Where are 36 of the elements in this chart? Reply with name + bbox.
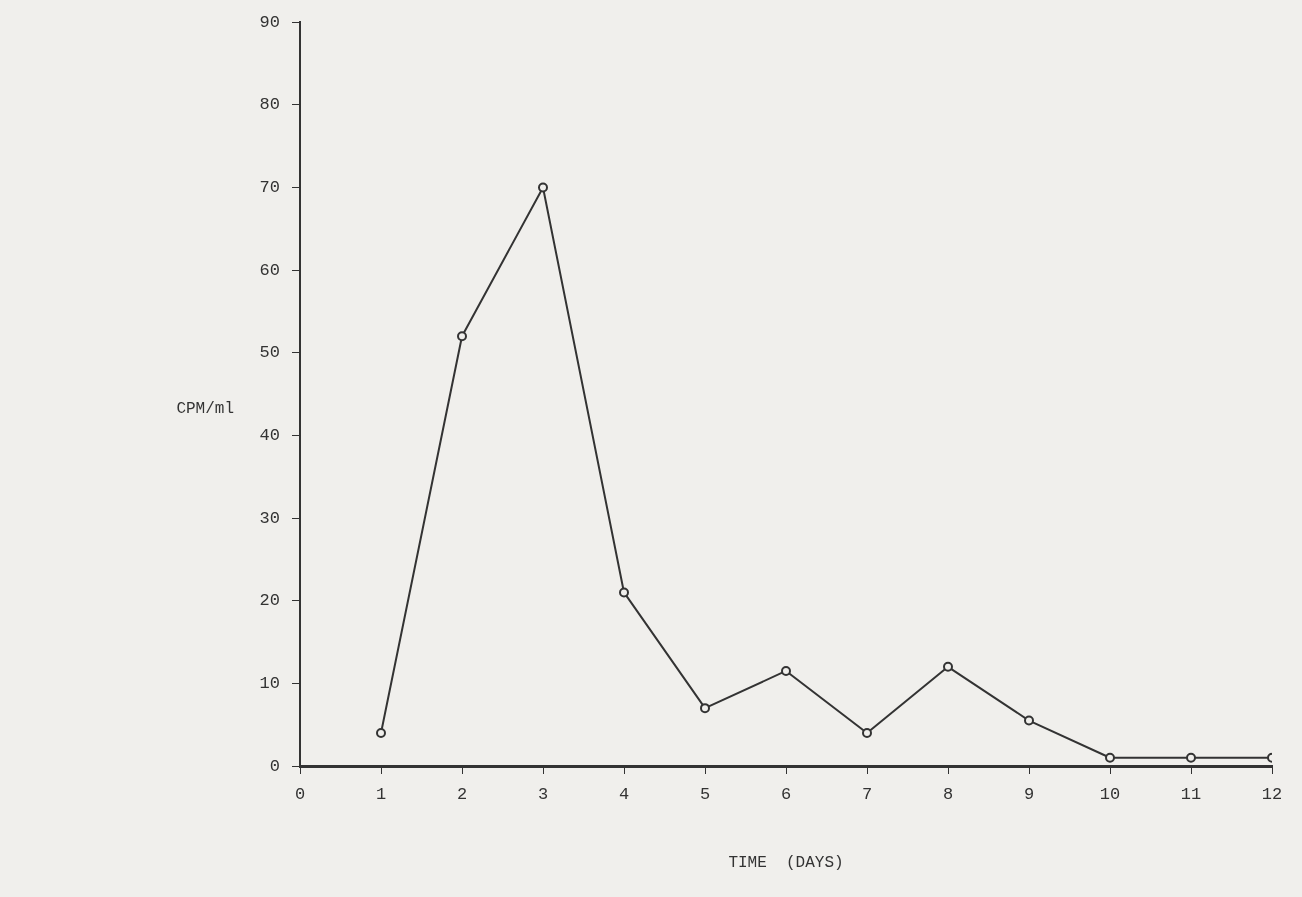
x-tick-label: 1 [375, 784, 387, 804]
y-tick-label: 70 [259, 177, 280, 197]
x-tick-label: 10 [1099, 784, 1121, 804]
x-tick-label: 9 [1023, 784, 1035, 804]
x-tick-label: 0 [294, 784, 306, 804]
x-tick-label: 3 [537, 784, 549, 804]
x-tick-label: 5 [699, 784, 711, 804]
y-tick-label: 50 [259, 343, 280, 363]
point [1105, 752, 1115, 763]
x-tick-label: 4 [618, 784, 630, 804]
point [781, 665, 791, 676]
point [943, 661, 953, 672]
x-tick-label: 11 [1180, 784, 1202, 804]
y-tick-label: 60 [259, 260, 280, 280]
x-axis-title: TIME (DAYS) [728, 853, 844, 872]
x-tick-label: 12 [1261, 784, 1283, 804]
y-tick-label: 20 [259, 591, 280, 611]
y-tick-label: 10 [259, 673, 280, 693]
y-tick-label: 80 [259, 95, 280, 115]
y-axis-title: CPM/ml [176, 400, 234, 419]
y-tick-label: 40 [259, 425, 280, 445]
y-tick-label: 30 [259, 508, 280, 528]
x-tick-label: 2 [456, 784, 468, 804]
point [619, 587, 629, 598]
point [700, 703, 710, 714]
y-tick-label: 90 [259, 12, 280, 32]
point [1024, 715, 1034, 726]
point [376, 727, 386, 738]
x-tick-label: 7 [861, 784, 873, 804]
point [1186, 752, 1196, 763]
point [457, 331, 467, 342]
x-tick-label: 8 [942, 784, 954, 804]
point [862, 727, 872, 738]
x-tick-label: 6 [780, 784, 792, 804]
point [538, 182, 548, 193]
y-tick-label: 0 [269, 756, 280, 776]
